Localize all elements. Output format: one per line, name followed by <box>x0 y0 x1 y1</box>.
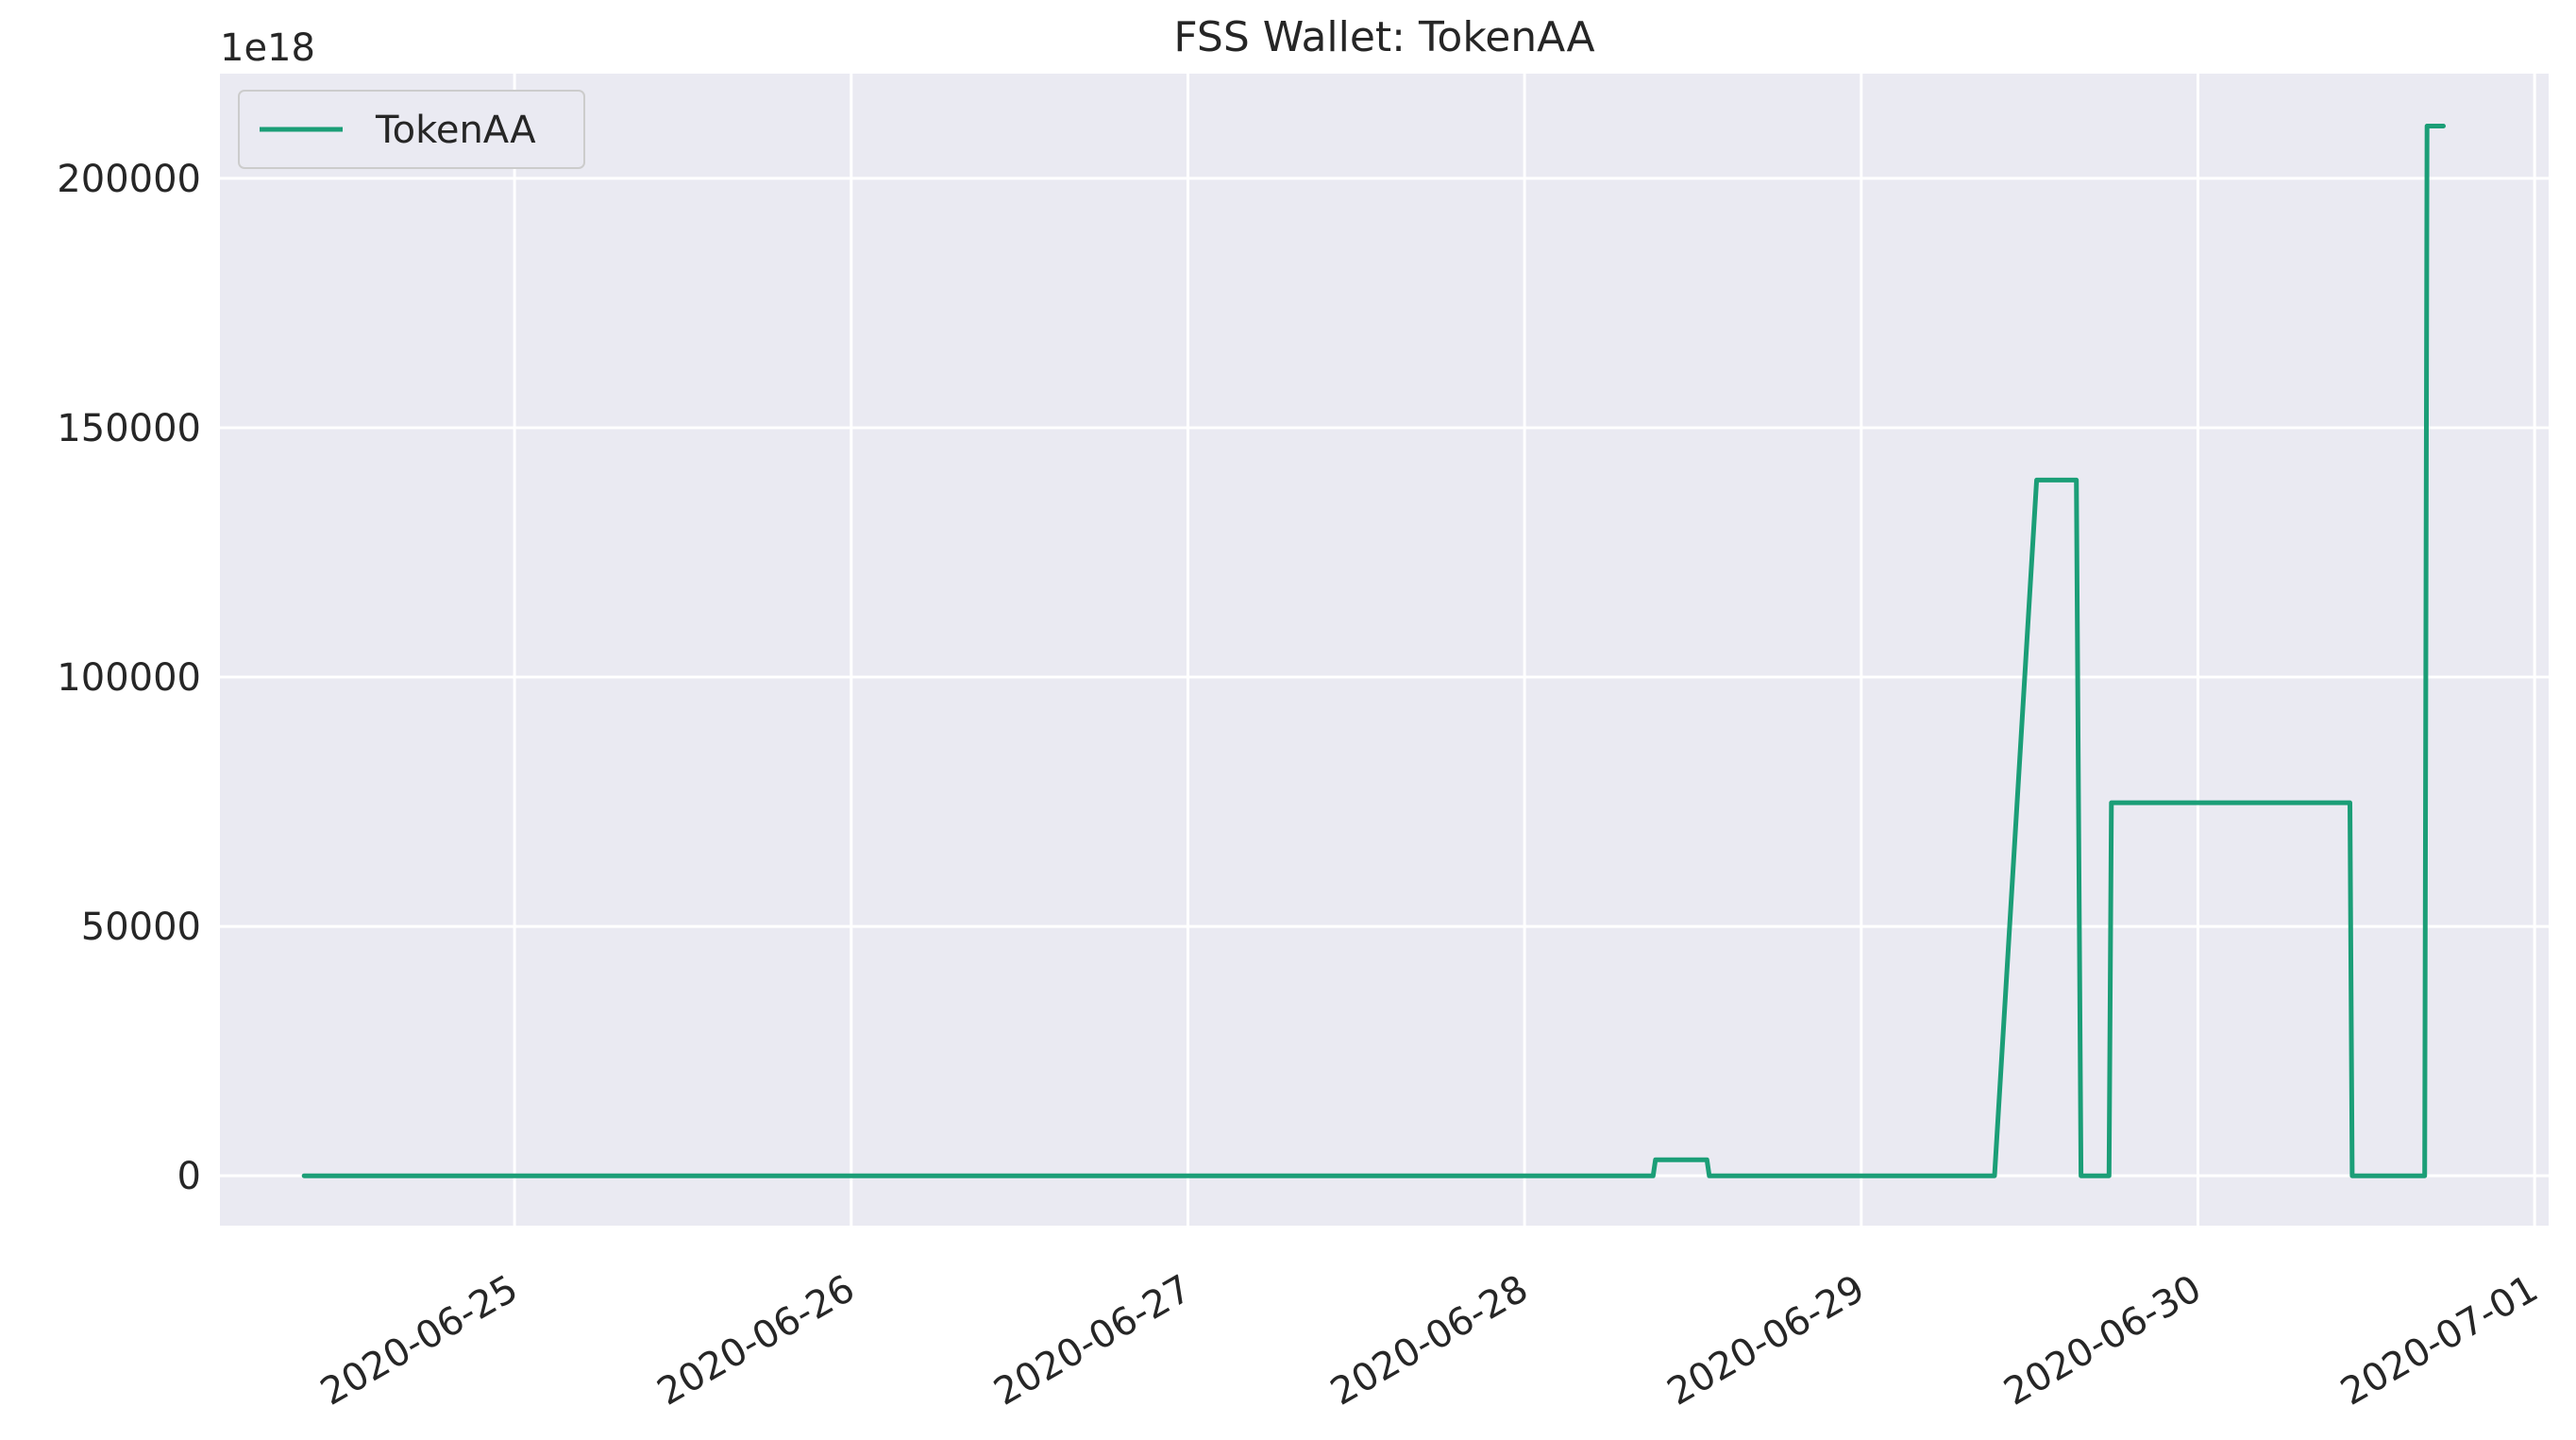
plot-area <box>220 74 2549 1226</box>
y-tick-label: 200000 <box>57 158 201 201</box>
y-axis-offset-text: 1e18 <box>220 26 315 70</box>
legend-label: TokenAA <box>375 109 536 152</box>
series-layer <box>301 124 2446 1178</box>
y-tick-label: 150000 <box>57 407 201 450</box>
y-tick-label: 0 <box>177 1155 201 1198</box>
legend-box <box>238 90 585 169</box>
series-line-tokenaa <box>301 124 2446 1178</box>
legend: TokenAA <box>238 90 585 169</box>
chart-title: FSS Wallet: TokenAA <box>1173 13 1594 61</box>
y-tick-label: 100000 <box>57 656 201 700</box>
y-tick-label: 50000 <box>81 906 201 949</box>
y-tick-labels: 0 50000 100000 150000 200000 <box>57 158 201 1198</box>
